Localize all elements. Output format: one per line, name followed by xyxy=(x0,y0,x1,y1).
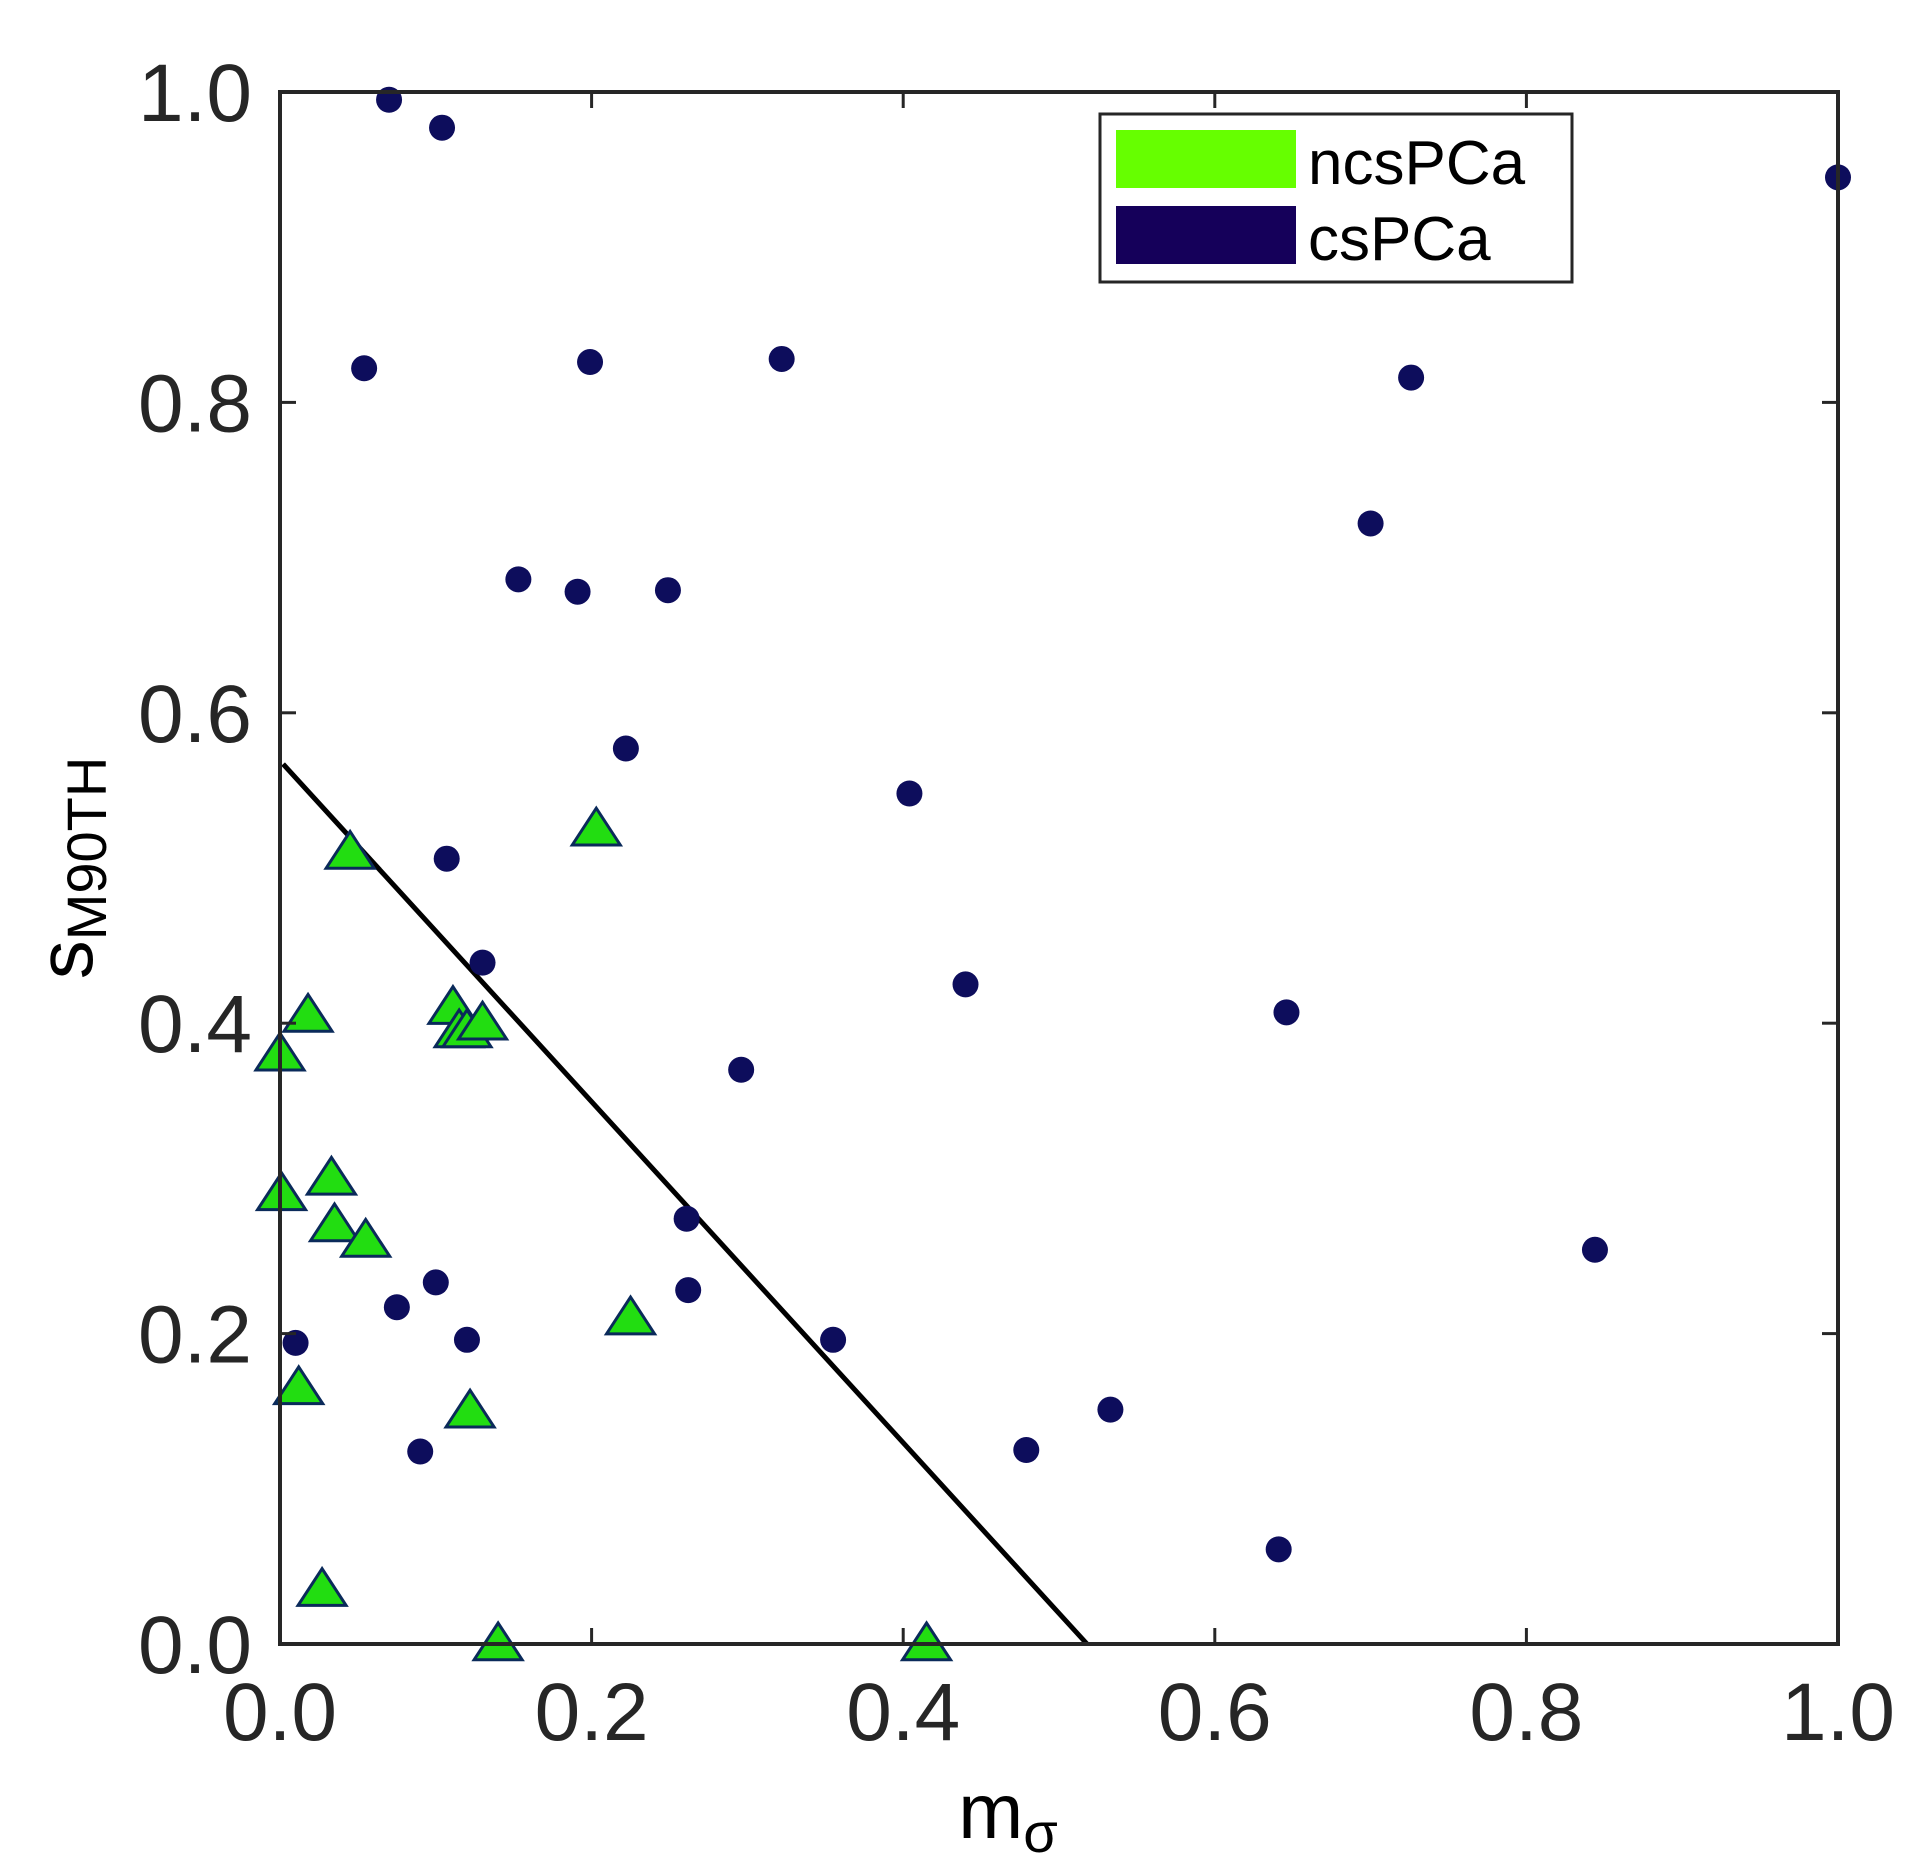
point-cspca xyxy=(429,114,456,141)
x-tick-label: 0.2 xyxy=(535,1667,649,1758)
point-ncspca xyxy=(304,1154,359,1196)
point-ncspca xyxy=(443,1387,497,1429)
point-cspca xyxy=(351,355,378,382)
point-cspca xyxy=(675,1277,702,1304)
point-cspca xyxy=(453,1326,480,1353)
x-tick-label: 0.4 xyxy=(846,1667,960,1758)
point-cspca xyxy=(1398,364,1425,391)
point-cspca xyxy=(1581,1236,1608,1263)
point-ncspca xyxy=(569,805,624,847)
point-cspca xyxy=(612,735,639,762)
point-cspca xyxy=(282,1329,309,1356)
decision-boundary xyxy=(281,762,1089,1646)
point-ncspca xyxy=(338,1216,393,1258)
x-tick-label: 1.0 xyxy=(1781,1667,1895,1758)
x-axis-label: mσ xyxy=(958,1767,1058,1864)
point-cspca xyxy=(1097,1396,1124,1423)
point-cspca xyxy=(728,1056,755,1083)
x-tick-label: 0.0 xyxy=(223,1667,337,1758)
decision-line xyxy=(281,762,1089,1646)
axis-ticks: 0.0 0.2 0.4 0.6 0.8 1.0 0.0 0.2 0.4 0.6 0.8 1.0 xyxy=(138,48,1895,1758)
legend: ncsPCa csPCa xyxy=(1098,112,1574,284)
point-ncspca xyxy=(281,991,335,1033)
y-tick-label: 0.4 xyxy=(138,979,252,1070)
x-tick-label: 0.6 xyxy=(1158,1667,1272,1758)
y-tick-label: 0.2 xyxy=(138,1290,252,1381)
x-tick-label: 0.8 xyxy=(1469,1667,1583,1758)
point-ncspca xyxy=(307,1201,362,1243)
point-ncspca xyxy=(271,1364,326,1406)
y-tick-label: 1.0 xyxy=(138,48,252,139)
point-ncspca xyxy=(323,828,377,870)
point-cspca xyxy=(422,1269,449,1296)
point-ncspca xyxy=(295,1565,349,1607)
point-ncspca xyxy=(455,999,510,1041)
y-tick-label: 0.8 xyxy=(138,358,252,449)
point-cspca xyxy=(577,349,604,376)
point-cspca xyxy=(564,578,591,605)
point-cspca xyxy=(383,1294,410,1321)
point-ncspca xyxy=(603,1294,658,1336)
plot-background xyxy=(280,92,1838,1644)
point-cspca xyxy=(407,1438,434,1465)
legend-label-ncspca: ncsPCa xyxy=(1308,129,1526,198)
point-cspca xyxy=(1357,510,1384,537)
legend-label-cspca: csPCa xyxy=(1308,205,1491,274)
point-cspca xyxy=(1013,1437,1040,1463)
y-tick-label: 0.6 xyxy=(138,669,252,760)
plot-frame xyxy=(278,90,1840,1646)
point-cspca xyxy=(469,949,496,976)
point-cspca xyxy=(952,971,979,998)
point-cspca xyxy=(505,566,532,593)
data-points xyxy=(253,86,1851,1662)
point-ncspca xyxy=(471,1620,525,1662)
point-cspca xyxy=(1273,999,1300,1026)
legend-swatch-cspca xyxy=(1116,206,1296,264)
point-ncspca xyxy=(899,1620,954,1662)
point-cspca xyxy=(896,780,923,807)
point-cspca xyxy=(654,577,681,604)
y-tick-label: 0.0 xyxy=(138,1600,252,1691)
legend-swatch-ncspca xyxy=(1116,130,1296,188)
point-cspca xyxy=(1265,1536,1292,1563)
point-cspca xyxy=(820,1326,847,1353)
point-cspca xyxy=(768,345,795,372)
point-cspca xyxy=(673,1205,700,1232)
point-cspca xyxy=(433,845,460,872)
y-axis-label: sM90TH xyxy=(21,757,118,980)
